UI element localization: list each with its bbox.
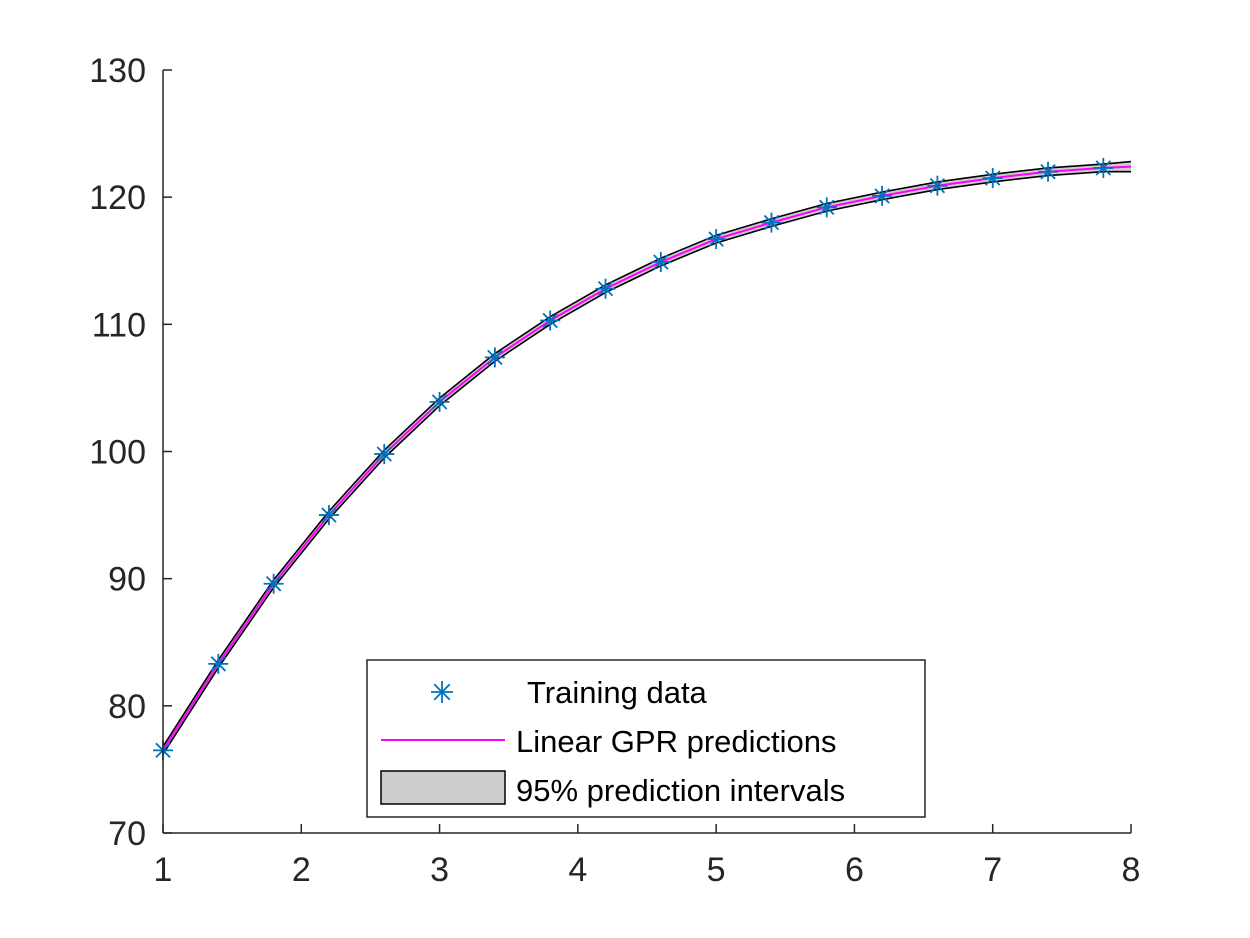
training-data-marker-layer [153,157,1114,761]
training-data-point-2-stroke-3 [265,576,282,592]
x-tick-label-5: 5 [707,851,726,889]
training-data-point-15-stroke-3 [985,170,1001,186]
training-data-point-11-stroke-3 [763,214,780,231]
x-tick-label-2: 2 [292,851,311,889]
training-data-point-13-stroke-3 [874,188,890,204]
y-tick-label-120: 120 [89,179,146,217]
training-data-point-5-stroke-3 [431,394,448,410]
y-tick-label-100: 100 [89,434,146,472]
y-tick-label-80: 80 [108,688,146,726]
legend-training-data-marker [431,681,453,703]
prediction-interval-upper-edge [162,160,1132,747]
training-data-point-8 [595,278,616,299]
legend-prediction-line-label: Linear GPR predictions [516,724,837,759]
training-data-point-1 [208,653,229,674]
training-data-point-16 [1038,161,1059,182]
training-data-point-17 [1093,157,1114,178]
training-data-point-7 [540,310,561,331]
training-data-point-3-stroke-3 [321,507,337,523]
training-data-point-10 [706,229,727,250]
training-data-point-3 [318,505,339,526]
training-data-point-6-stroke-3 [487,349,503,366]
training-data-point-5 [429,391,450,412]
x-tick-label-7: 7 [983,851,1002,889]
training-data-point-14-stroke-3 [929,178,946,194]
training-data-point-4 [374,444,395,465]
training-data-point-12 [816,197,837,218]
training-data-point-7-stroke-3 [542,312,558,329]
x-tick-label-8: 8 [1122,851,1141,889]
y-tick-label-70: 70 [108,815,146,853]
training-data-point-17-stroke-3 [1095,160,1112,176]
training-data-point-6 [484,347,505,368]
training-data-point-2 [263,573,284,594]
axes: 1 2 3 4 5 6 7 8 70 80 90 100 110 120 130 [89,52,1140,889]
x-tick-label-6: 6 [845,851,864,889]
legend-interval-patch [380,770,506,805]
training-data-point-11 [761,212,782,233]
legend: Training data Linear GPR predictions 95% p… [366,659,926,818]
training-data-point-14 [927,175,948,196]
legend-interval-label: 95% prediction intervals [516,773,845,808]
training-data-point-1-stroke-3 [210,656,227,672]
training-data-point-10-stroke-3 [708,231,724,247]
y-tick-label-130: 130 [89,52,146,90]
training-data-point-12-stroke-3 [819,199,835,216]
training-data-point-15 [982,168,1003,189]
training-data-point-9-stroke-3 [653,254,669,270]
training-data-point-9 [650,252,671,273]
training-data-point-16-stroke-3 [1040,164,1056,180]
training-data-point-8-stroke-3 [597,281,614,297]
training-data-point-4-stroke-3 [376,446,392,462]
x-tick-label-4: 4 [568,851,587,889]
training-data-point-13 [872,185,893,206]
y-tick-label-90: 90 [108,561,146,599]
y-tick-label-110: 110 [92,306,146,344]
legend-training-data-label: Training data [527,675,708,710]
x-tick-label-3: 3 [430,851,449,889]
legend-training-data-marker-stroke-3 [433,683,451,701]
x-tick-label-1: 1 [154,851,173,889]
